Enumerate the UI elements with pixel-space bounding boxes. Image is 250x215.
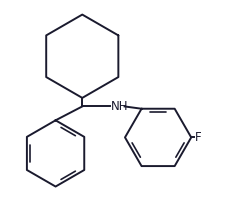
Text: F: F <box>195 131 202 144</box>
Text: NH: NH <box>111 100 128 113</box>
